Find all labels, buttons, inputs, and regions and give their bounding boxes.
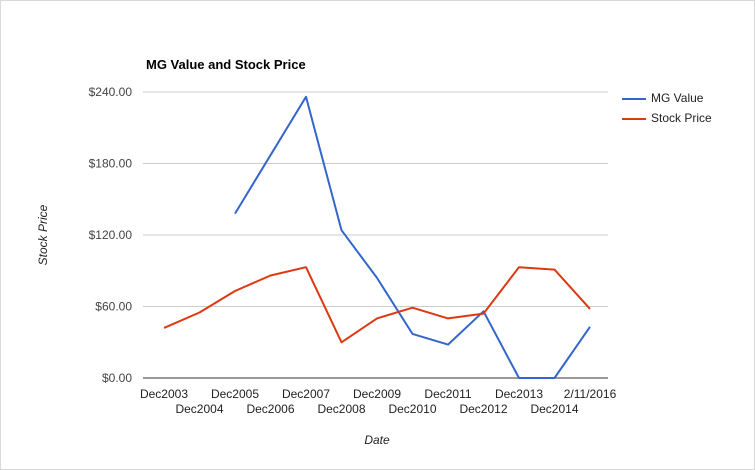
legend-swatch xyxy=(622,118,646,120)
x-tick-label: 2/11/2016 xyxy=(564,387,617,401)
legend-swatch xyxy=(622,98,646,100)
x-tick-label: Dec2006 xyxy=(246,402,294,416)
x-tick-label: Dec2004 xyxy=(175,402,223,416)
y-tick-label: $180.00 xyxy=(89,157,133,171)
x-tick-label: Dec2012 xyxy=(459,402,507,416)
series-line-mg-value xyxy=(234,95,591,379)
chart-title: MG Value and Stock Price xyxy=(146,57,306,72)
x-tick-label: Dec2007 xyxy=(282,387,330,401)
x-tick-label: Dec2011 xyxy=(424,387,471,401)
x-tick-label: Dec2014 xyxy=(530,402,578,416)
x-tick-label: Dec2003 xyxy=(140,387,188,401)
y-tick-label: $0.00 xyxy=(102,371,132,385)
y-tick-label: $240.00 xyxy=(89,85,133,99)
series-line-stock-price xyxy=(163,266,591,344)
legend-label: MG Value xyxy=(651,91,704,105)
x-tick-label: Dec2010 xyxy=(388,402,436,416)
x-tick-label: Dec2009 xyxy=(353,387,401,401)
x-tick-label: Dec2008 xyxy=(317,402,365,416)
x-tick-label: Dec2005 xyxy=(211,387,259,401)
y-tick-label: $60.00 xyxy=(95,300,132,314)
x-tick-label: Dec2013 xyxy=(495,387,543,401)
x-axis-title: Date xyxy=(364,433,390,447)
y-tick-label: $120.00 xyxy=(89,228,133,242)
legend-label: Stock Price xyxy=(651,111,712,125)
